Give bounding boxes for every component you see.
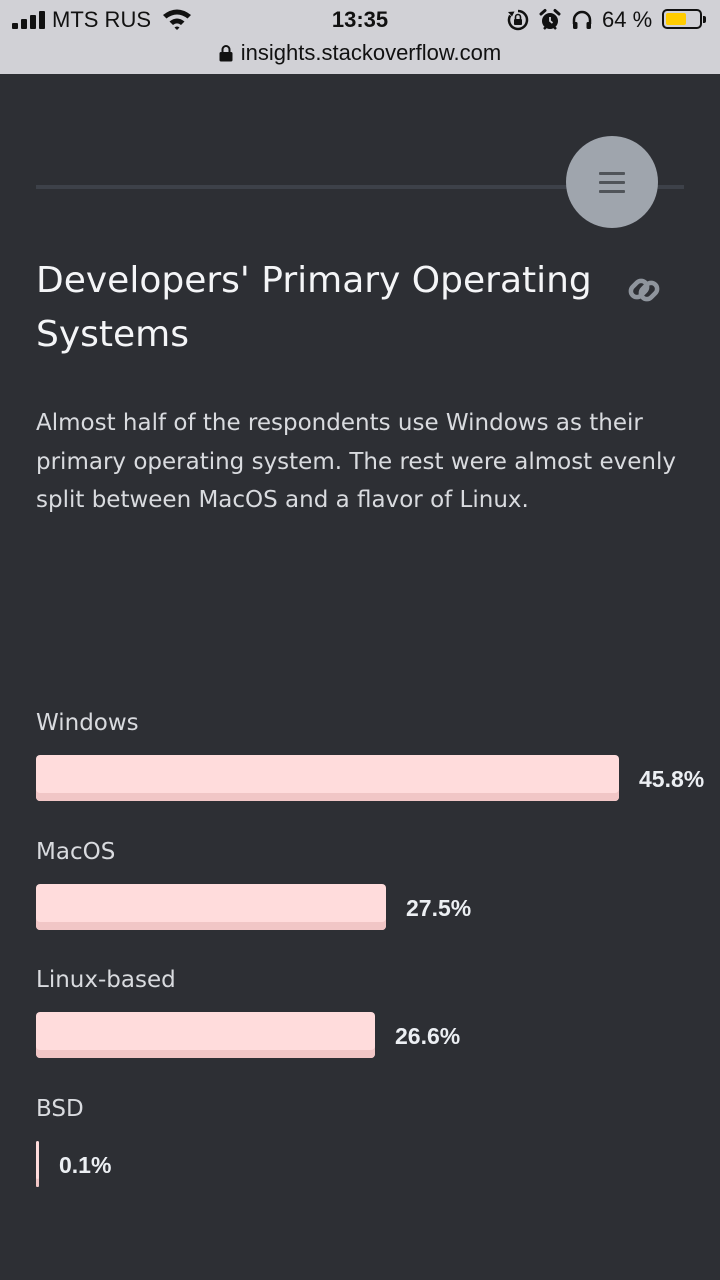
bar-label-macos: MacOS [36,838,116,865]
lock-icon [219,45,233,62]
headphones-icon [572,10,592,29]
alarm-icon [539,9,561,30]
bar-windows [36,755,619,801]
address-bar[interactable]: insights.stackoverflow.com [0,36,720,70]
status-bar: MTS RUS 13:35 [0,0,720,40]
bar-value-windows: 45.8% [639,766,705,792]
bar-label-linux-based: Linux-based [36,967,176,993]
permalink-icon[interactable] [626,272,662,308]
bar-label-windows: Windows [36,710,139,736]
bar-linux-based [36,1012,375,1058]
bar-value-linux-based: 26.6% [395,1023,461,1049]
bar-value-macos: 27.5% [406,894,472,921]
wifi-icon [163,9,191,30]
rotation-lock-icon [507,9,529,31]
bar-macos [36,883,386,930]
hamburger-menu-icon [599,172,625,193]
bar-value-bsd: 0.1% [59,1151,112,1178]
carrier-name: MTS RUS [52,7,151,32]
bar-bsd [36,1140,39,1187]
header-divider [36,185,684,189]
status-time: 13:35 [331,7,389,32]
menu-button[interactable] [566,136,658,228]
battery-level-fill [666,13,686,25]
bar-label-bsd: BSD [36,1095,84,1122]
cellular-signal-icon [12,11,48,29]
page-url: insights.stackoverflow.com [240,40,502,65]
battery-icon [662,9,706,29]
section-title: Developers' Primary Operating Systems [36,260,592,355]
battery-percentage: 64 % [602,7,653,32]
browser-chrome: MTS RUS 13:35 [0,0,720,74]
section-description: Almost half of the respondents use Windo… [36,410,677,513]
